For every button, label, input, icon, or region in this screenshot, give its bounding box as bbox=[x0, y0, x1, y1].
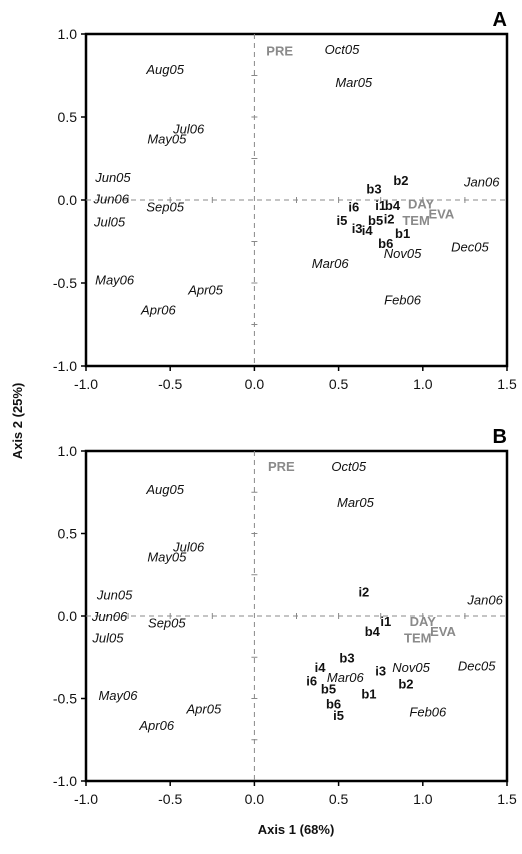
month-point-label: Jun05 bbox=[96, 588, 133, 603]
month-point-label: Jun05 bbox=[94, 170, 131, 185]
month-point-label: Sep05 bbox=[146, 200, 184, 215]
y-tick-label: 0.5 bbox=[58, 109, 78, 125]
code-point-label: i2 bbox=[384, 211, 395, 226]
code-point-label: b5 bbox=[321, 682, 336, 697]
code-point-label: b3 bbox=[339, 650, 354, 665]
code-point-label: i4 bbox=[362, 223, 374, 238]
month-point-label: Mar06 bbox=[312, 256, 350, 271]
month-point-label: Feb06 bbox=[384, 293, 422, 308]
code-point-label: b3 bbox=[366, 181, 381, 196]
month-point-label: Jul05 bbox=[91, 630, 124, 645]
x-tick-label: 1.0 bbox=[413, 791, 433, 807]
code-point-label: b6 bbox=[378, 236, 393, 251]
code-point-label: i5 bbox=[333, 708, 344, 723]
x-tick-label: -1.0 bbox=[74, 376, 98, 392]
y-tick-label: -1.0 bbox=[53, 773, 77, 789]
code-point-label: i3 bbox=[352, 221, 363, 236]
variable-point-label: PRE bbox=[266, 44, 293, 59]
x-tick-label: -0.5 bbox=[158, 791, 182, 807]
month-point-label: Nov05 bbox=[384, 246, 422, 261]
code-point-label: b2 bbox=[393, 173, 408, 188]
variable-point-label: PRE bbox=[268, 459, 295, 474]
x-tick-label: 0.5 bbox=[329, 376, 349, 392]
panel-b: -1.0 -0.5 0.0 0.5 1.0 1.5 -1.0 -0.5 0.0 0.5 1.0 B Oc… bbox=[53, 426, 517, 807]
y-tick-label: 1.0 bbox=[58, 443, 78, 459]
y-tick-label: 0.5 bbox=[58, 526, 78, 542]
month-point-label: May05 bbox=[147, 132, 187, 147]
month-point-label: Mar05 bbox=[335, 75, 373, 90]
panel-letter: A bbox=[493, 9, 507, 31]
month-point-label: Jun06 bbox=[91, 609, 128, 624]
x-axis-title: Axis 1 (68%) bbox=[258, 822, 335, 837]
month-point-label: Jan06 bbox=[466, 593, 503, 608]
month-point-label: Oct05 bbox=[331, 459, 366, 474]
code-point-label: i6 bbox=[348, 200, 359, 215]
month-point-label: Oct05 bbox=[325, 42, 360, 57]
month-point-label: Feb06 bbox=[409, 705, 447, 720]
x-tick-label: 0.0 bbox=[245, 376, 265, 392]
y-tick-label: -0.5 bbox=[53, 691, 77, 707]
month-point-label: Jun06 bbox=[93, 191, 130, 206]
month-point-label: Aug05 bbox=[145, 62, 184, 77]
y-tick-label: 0.0 bbox=[58, 192, 78, 208]
month-point-label: Nov05 bbox=[392, 660, 430, 675]
month-point-label: May05 bbox=[147, 550, 187, 565]
code-point-label: i4 bbox=[315, 660, 327, 675]
code-point-label: b4 bbox=[385, 198, 401, 213]
variable-point-label: TEM bbox=[404, 630, 431, 645]
x-tick-label: -1.0 bbox=[74, 791, 98, 807]
x-tick-label: 0.0 bbox=[245, 791, 265, 807]
month-point-label: Mar05 bbox=[337, 495, 375, 510]
month-point-label: Aug05 bbox=[145, 482, 184, 497]
code-point-label: b1 bbox=[361, 687, 376, 702]
y-axis-title: Axis 2 (25%) bbox=[10, 383, 25, 460]
month-point-label: May06 bbox=[98, 688, 138, 703]
month-point-label: Dec05 bbox=[458, 659, 496, 674]
variable-point-label: DAY bbox=[410, 614, 437, 629]
month-point-label: Apr05 bbox=[186, 701, 222, 716]
x-tick-label: 1.5 bbox=[497, 376, 517, 392]
panel-letter: B bbox=[493, 426, 507, 448]
month-point-label: Sep05 bbox=[148, 616, 186, 631]
code-point-label: b1 bbox=[395, 226, 410, 241]
code-point-label: i5 bbox=[337, 213, 348, 228]
month-point-label: Jul06 bbox=[172, 122, 205, 137]
month-point-label: May06 bbox=[95, 273, 135, 288]
code-point-label: i2 bbox=[358, 584, 369, 599]
x-tick-label: -0.5 bbox=[158, 376, 182, 392]
variable-point-label: TEM bbox=[402, 213, 429, 228]
month-point-label: Dec05 bbox=[451, 239, 489, 254]
y-tick-label: -0.5 bbox=[53, 275, 77, 291]
month-point-label: Apr05 bbox=[187, 283, 223, 298]
code-point-label: b4 bbox=[365, 624, 381, 639]
x-tick-label: 1.0 bbox=[413, 376, 433, 392]
variable-point-label: EVA bbox=[430, 624, 456, 639]
code-point-label: i6 bbox=[306, 673, 317, 688]
y-tick-label: -1.0 bbox=[53, 358, 77, 374]
panel-a: -1.0 -0.5 0.0 0.5 1.0 1.5 -1.0 -0.5 0.0 0.5 1.0 A Au… bbox=[53, 9, 517, 392]
code-point-label: i1 bbox=[380, 614, 391, 629]
month-point-label: Jul05 bbox=[93, 215, 126, 230]
variable-point-label: EVA bbox=[428, 206, 454, 221]
code-point-label: i1 bbox=[375, 198, 386, 213]
code-point-label: i3 bbox=[375, 663, 386, 678]
month-point-label: Mar06 bbox=[327, 670, 365, 685]
y-tick-label: 0.0 bbox=[58, 608, 78, 624]
y-tick-label: 1.0 bbox=[58, 26, 78, 42]
month-point-label: Jan06 bbox=[463, 175, 500, 190]
month-point-label: Apr06 bbox=[140, 303, 176, 318]
x-tick-label: 1.5 bbox=[497, 791, 517, 807]
month-point-label: Apr06 bbox=[138, 718, 174, 733]
code-point-label: b2 bbox=[398, 677, 413, 692]
month-point-label: Jul06 bbox=[172, 540, 205, 555]
code-point-label: b6 bbox=[326, 696, 341, 711]
variable-point-label: DAY bbox=[408, 196, 435, 211]
x-tick-label: 0.5 bbox=[329, 791, 349, 807]
code-point-label: b5 bbox=[368, 213, 383, 228]
